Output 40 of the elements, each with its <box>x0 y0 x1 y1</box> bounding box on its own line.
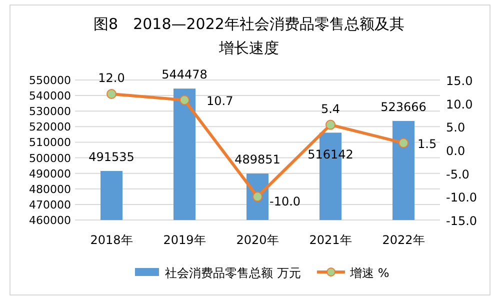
point <box>398 138 408 148</box>
y-tick-label: 510000 <box>29 136 71 150</box>
y-tick-label: 470000 <box>29 198 71 212</box>
x-tick-label: 2018年 <box>90 233 133 247</box>
y-tick-label: 530000 <box>29 105 71 118</box>
y-tick-label: 540000 <box>29 90 71 103</box>
y-tick-label: 500000 <box>29 152 71 165</box>
y2-tick-label: 5.0 <box>446 120 466 135</box>
x-tick-label: 2019年 <box>163 233 206 247</box>
legend-label: 社会消费品零售总额 万元 <box>165 266 301 280</box>
data-label: 5.4 <box>320 102 340 116</box>
data-label: 10.7 <box>206 94 234 108</box>
y2-tick-label: -10.0 <box>446 190 478 205</box>
data-label: -10.0 <box>270 194 301 209</box>
y-tick-label: 480000 <box>29 182 71 196</box>
data-label: 12.0 <box>98 71 125 85</box>
y-tick-label: 550000 <box>29 74 71 87</box>
chart-title: 图8 2018—2022年社会消费品零售总额及其增长速度 <box>94 15 404 57</box>
legend-label: 增速 % <box>349 266 390 280</box>
point <box>326 120 336 130</box>
y-tick-label: 460000 <box>29 214 71 227</box>
y2-tick-label: -15.0 <box>446 214 478 228</box>
point <box>252 192 262 202</box>
point <box>106 89 116 99</box>
data-label: 523666 <box>380 100 426 114</box>
x-tick-label: 2022年 <box>382 233 425 247</box>
y2-tick-label: -5.0 <box>446 167 470 182</box>
point <box>180 95 190 106</box>
x-tick-label: 2021年 <box>309 233 352 247</box>
y2-tick-label: 10.0 <box>446 97 473 112</box>
data-label: 491535 <box>88 150 134 164</box>
data-label: 489851 <box>234 152 280 167</box>
data-label: 1.5 <box>418 137 437 151</box>
data-label: 544478 <box>162 68 208 82</box>
y2-tick-label: 15.0 <box>446 74 473 88</box>
data-label: 516142 <box>308 148 354 162</box>
y2-tick-label: 0.0 <box>446 144 466 158</box>
x-tick-label: 2020年 <box>236 233 279 247</box>
y-tick-label: 490000 <box>29 167 71 180</box>
y-tick-label: 520000 <box>29 120 71 134</box>
